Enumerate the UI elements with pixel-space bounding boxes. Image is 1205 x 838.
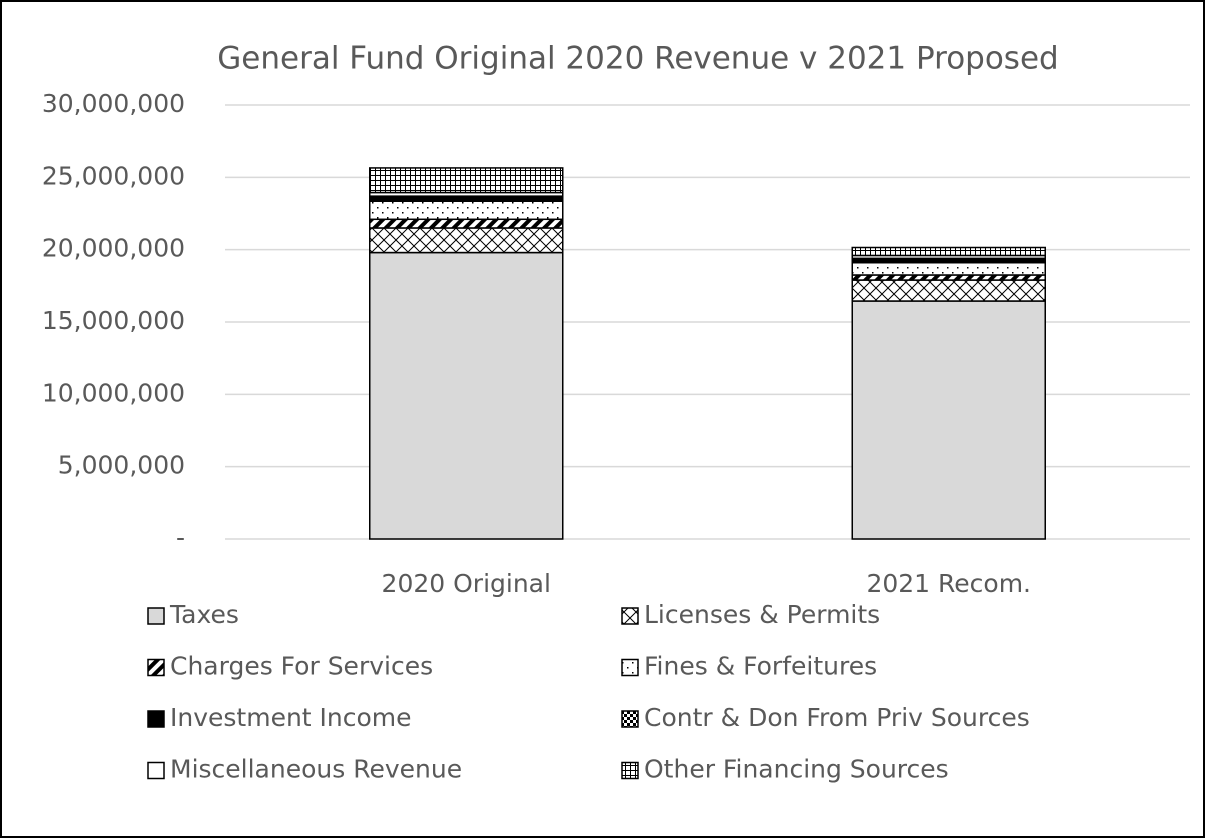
bar-segment (851, 246, 1046, 257)
bar-segment (369, 200, 564, 221)
bar-segment (369, 167, 564, 194)
y-tick-label: 15,000,000 (42, 306, 185, 335)
chart-title: General Fund Original 2020 Revenue v 202… (217, 41, 1058, 77)
legend-label: Other Financing Sources (644, 755, 949, 784)
y-tick-label: 25,000,000 (42, 161, 185, 190)
bar-segment (851, 279, 1046, 302)
bar-segment (851, 300, 1046, 540)
bar-segment (369, 251, 564, 540)
legend-label: Fines & Forfeitures (644, 652, 877, 681)
legend-label: Miscellaneous Revenue (170, 755, 462, 784)
y-tick-label: 10,000,000 (42, 378, 185, 407)
legend-swatch (621, 710, 639, 728)
legend-swatch (147, 658, 165, 677)
bar-segment (369, 218, 564, 229)
y-tick-label: 30,000,000 (42, 89, 185, 118)
legend-swatch (621, 607, 639, 625)
y-tick-label: 20,000,000 (42, 234, 185, 263)
bar-segment (369, 227, 564, 254)
y-tick-label: - (176, 523, 185, 552)
legend-swatch (147, 761, 165, 780)
y-tick-label: 5,000,000 (58, 451, 185, 480)
legend-label: Contr & Don From Priv Sources (644, 703, 1030, 732)
legend-label: Taxes (169, 600, 239, 629)
bar-segment (851, 274, 1046, 281)
legend-swatch (147, 710, 165, 728)
x-tick-label: 2020 Original (382, 569, 551, 598)
legend-swatch (147, 607, 165, 625)
bar-segment (851, 261, 1046, 276)
legend-label: Investment Income (170, 703, 412, 732)
legend-swatch (621, 658, 639, 677)
legend-label: Charges For Services (170, 652, 433, 681)
x-tick-label: 2021 Recom. (866, 569, 1031, 598)
legend-label: Licenses & Permits (644, 600, 880, 629)
legend-swatch (621, 761, 639, 780)
